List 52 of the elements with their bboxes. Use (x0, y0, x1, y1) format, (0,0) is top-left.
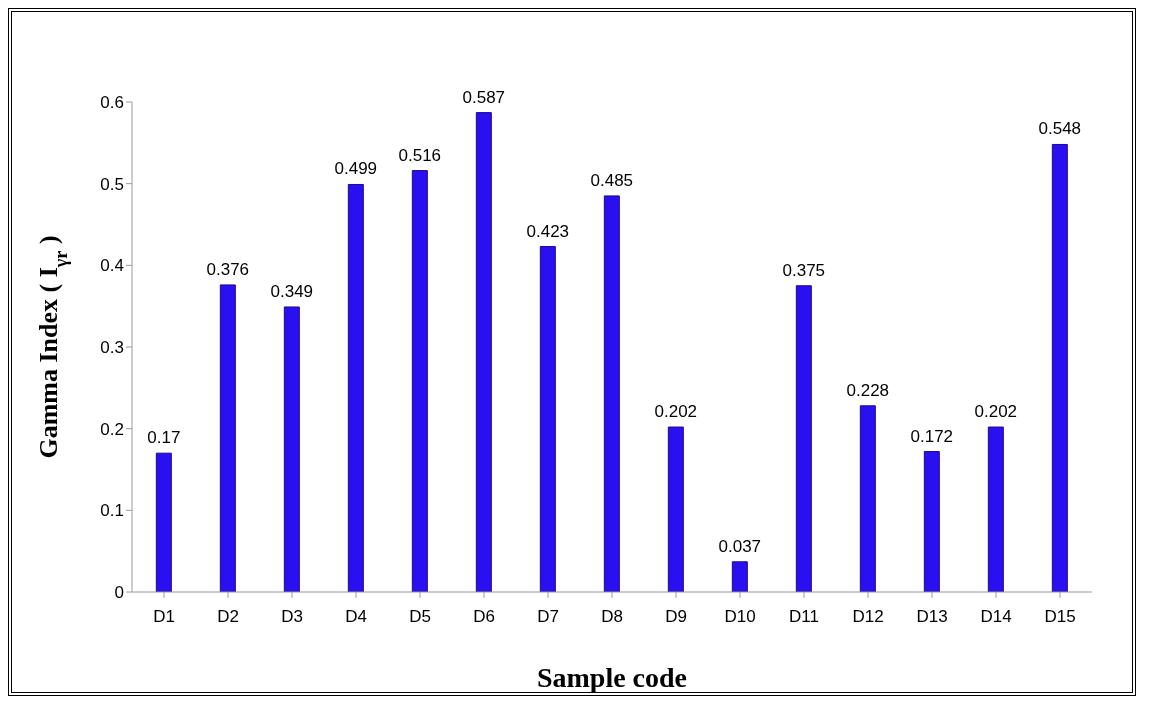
x-tick-label: D6 (473, 607, 495, 627)
bar (283, 306, 300, 592)
data-label: 0.202 (654, 402, 698, 422)
y-tick-label: 0.5 (100, 174, 124, 194)
bar (859, 405, 876, 592)
x-tick-label: D5 (409, 607, 431, 627)
data-label: 0.587 (462, 87, 506, 107)
x-tick-label: D8 (601, 607, 623, 627)
data-label: 0.375 (782, 260, 826, 280)
data-label: 0.516 (398, 145, 442, 165)
x-tick-label: D10 (724, 607, 756, 627)
y-tick-label: 0.3 (100, 338, 124, 358)
y-tick-label: 0.2 (100, 419, 124, 439)
bar (923, 451, 940, 592)
data-label: 0.037 (718, 536, 762, 556)
y-tick-label: 0.1 (100, 501, 124, 521)
x-tick-label: D13 (916, 607, 948, 627)
bar (219, 284, 236, 592)
bar (1051, 143, 1068, 592)
data-label: 0.499 (334, 159, 378, 179)
data-label: 0.17 (147, 428, 181, 448)
x-tick-label: D12 (852, 607, 884, 627)
x-tick-label: D2 (217, 607, 239, 627)
y-tick-label: 0.6 (100, 93, 124, 113)
bar (475, 112, 492, 592)
y-tick-label: 0.4 (100, 256, 124, 276)
bar (987, 426, 1004, 592)
data-label: 0.548 (1038, 119, 1082, 139)
data-label: 0.228 (846, 380, 890, 400)
bar (795, 285, 812, 592)
x-tick-label: D1 (153, 607, 175, 627)
data-label: 0.349 (270, 281, 314, 301)
x-tick-label: D14 (980, 607, 1012, 627)
bar (347, 183, 364, 592)
data-label: 0.423 (526, 221, 570, 241)
data-label: 0.202 (974, 402, 1018, 422)
x-tick-label: D15 (1044, 607, 1076, 627)
data-label: 0.376 (206, 259, 250, 279)
y-tick-label: 0 (114, 583, 124, 603)
data-label: 0.485 (590, 170, 634, 190)
bar (539, 246, 556, 592)
data-label: 0.172 (910, 426, 954, 446)
x-tick-label: D9 (665, 607, 687, 627)
bar (603, 195, 620, 592)
x-tick-label: D7 (537, 607, 559, 627)
bar (667, 426, 684, 592)
bar (155, 452, 172, 592)
bar (411, 170, 428, 592)
x-tick-label: D11 (789, 607, 819, 627)
x-tick-label: D4 (345, 607, 367, 627)
x-tick-label: D3 (281, 607, 303, 627)
bar (731, 561, 748, 592)
